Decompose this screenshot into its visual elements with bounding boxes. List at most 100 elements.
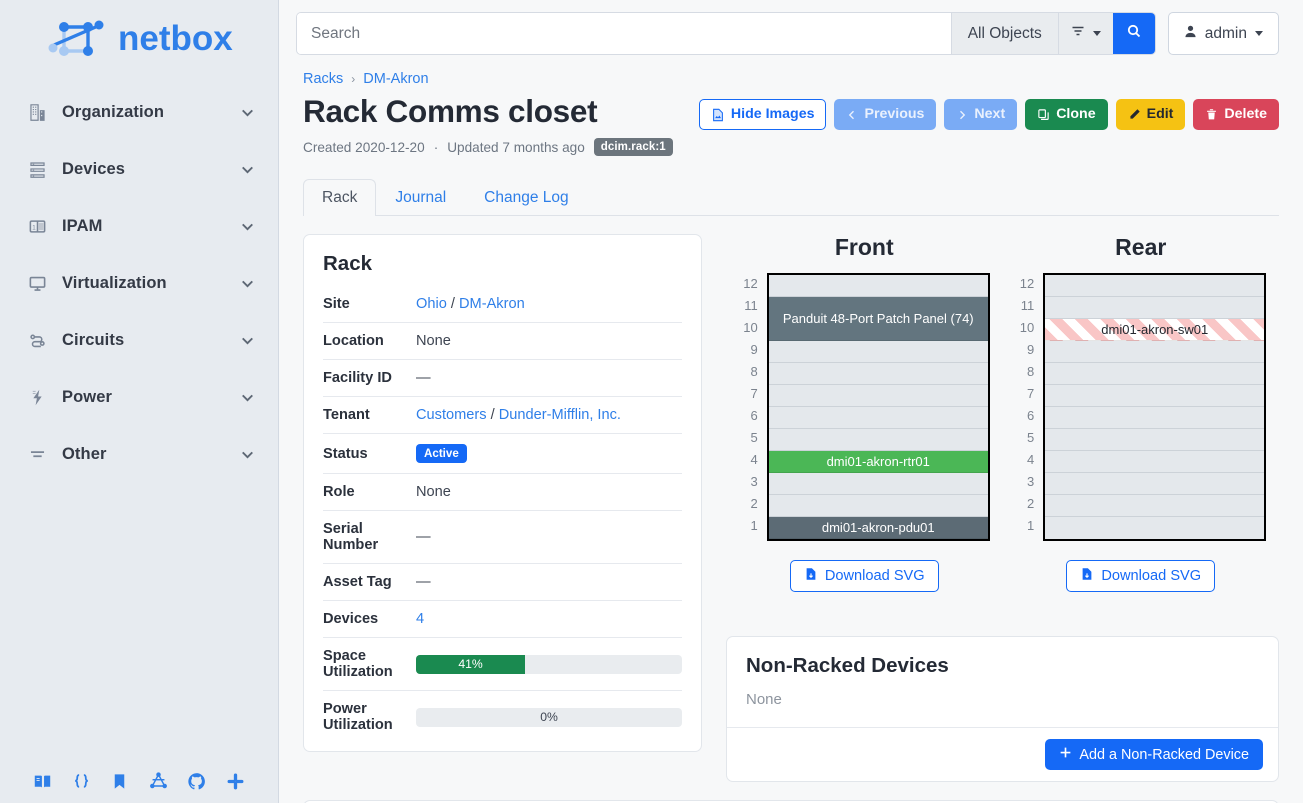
- sidebar: netbox Organization Devices: [0, 0, 279, 803]
- clone-button[interactable]: Clone: [1025, 99, 1108, 130]
- rack-empty-unit[interactable]: [768, 495, 988, 518]
- rack-empty-unit[interactable]: [1045, 363, 1265, 386]
- github-icon[interactable]: [187, 772, 206, 791]
- sidebar-item-devices[interactable]: Devices: [0, 141, 278, 198]
- tenant-link[interactable]: Dunder-Mifflin, Inc.: [498, 407, 621, 424]
- rack-empty-unit[interactable]: [1045, 385, 1265, 408]
- table-row: Serial Number —: [323, 510, 682, 564]
- content-area: Rack Site Ohio / DM-Akron: [279, 216, 1303, 783]
- rack-empty-unit[interactable]: [1045, 407, 1265, 430]
- rack-empty-unit[interactable]: [1045, 473, 1265, 496]
- netbox-logo[interactable]: netbox: [0, 0, 278, 70]
- search-submit-button[interactable]: [1112, 13, 1155, 54]
- status-badge: Active: [416, 444, 467, 464]
- rack-empty-unit[interactable]: [768, 385, 988, 408]
- rack-empty-unit[interactable]: [1045, 341, 1265, 364]
- chevron-down-icon[interactable]: [239, 275, 256, 292]
- chevron-down-icon[interactable]: [239, 218, 256, 235]
- sidebar-item-label: Devices: [62, 160, 126, 178]
- sidebar-item-other[interactable]: Other: [0, 426, 278, 483]
- bookmark-icon[interactable]: [110, 772, 129, 791]
- download-svg-front-button[interactable]: Download SVG: [789, 560, 939, 593]
- unit-label: 10: [743, 320, 758, 336]
- user-menu-button[interactable]: admin: [1167, 12, 1279, 55]
- rack-empty-unit[interactable]: [1045, 451, 1265, 474]
- rack-empty-unit[interactable]: [1045, 495, 1265, 518]
- search-filter-dropdown[interactable]: [1057, 13, 1113, 54]
- row-value: 41%: [416, 637, 682, 691]
- sidebar-item-virtualization[interactable]: Virtualization: [0, 255, 278, 312]
- edit-button[interactable]: Edit: [1115, 99, 1186, 130]
- lightning-bolt-icon: [26, 387, 48, 409]
- next-label: Next: [974, 106, 1006, 123]
- row-value: Ohio / DM-Akron: [416, 286, 682, 323]
- table-row: Power Utilization 0%: [323, 690, 682, 744]
- chevron-down-icon[interactable]: [239, 389, 256, 406]
- rack-empty-unit[interactable]: [1045, 297, 1265, 320]
- unit-label: 2: [750, 496, 758, 512]
- rack-empty-unit[interactable]: [768, 275, 988, 298]
- table-row: Role None: [323, 473, 682, 511]
- chevron-down-icon[interactable]: [239, 104, 256, 121]
- graphql-icon[interactable]: [149, 771, 168, 791]
- rack-device[interactable]: dmi01-akron-pdu01: [768, 517, 988, 540]
- book-icon[interactable]: [33, 772, 52, 791]
- rack-empty-unit[interactable]: [1045, 517, 1265, 540]
- rack-empty-unit[interactable]: [768, 429, 988, 452]
- row-label: Space Utilization: [323, 637, 416, 691]
- page-actions: Hide Images Previous Next: [698, 93, 1279, 130]
- row-value: 0%: [416, 690, 682, 744]
- site-link[interactable]: DM-Akron: [459, 296, 525, 313]
- building-icon: [26, 102, 48, 124]
- sidebar-item-power[interactable]: Power: [0, 369, 278, 426]
- slack-icon[interactable]: [226, 772, 245, 791]
- unit-label: 11: [1020, 298, 1035, 314]
- row-value: 4: [416, 600, 682, 638]
- rack-empty-unit[interactable]: [1045, 275, 1265, 298]
- rack-empty-unit[interactable]: [1045, 429, 1265, 452]
- chevron-down-icon[interactable]: [239, 161, 256, 178]
- unit-label: 7: [750, 386, 758, 402]
- rack-device[interactable]: dmi01-akron-rtr01: [768, 451, 988, 474]
- next-button[interactable]: Next: [944, 99, 1018, 130]
- value-separator: /: [450, 296, 455, 313]
- download-svg-rear-button[interactable]: Download SVG: [1066, 560, 1216, 593]
- rack-empty-unit[interactable]: [768, 407, 988, 430]
- edit-label: Edit: [1146, 106, 1174, 123]
- sidebar-item-organization[interactable]: Organization: [0, 84, 278, 141]
- sidebar-item-circuits[interactable]: Circuits: [0, 312, 278, 369]
- add-non-racked-device-button[interactable]: Add a Non-Racked Device: [1045, 739, 1263, 771]
- rack-empty-unit[interactable]: [768, 341, 988, 364]
- sidebar-item-ipam[interactable]: 1 IPAM: [0, 198, 278, 255]
- previous-button[interactable]: Previous: [834, 99, 937, 130]
- user-name: admin: [1204, 24, 1247, 42]
- search-input[interactable]: [297, 13, 951, 54]
- object-scope-select[interactable]: All Objects: [950, 13, 1058, 54]
- hide-images-button[interactable]: Hide Images: [698, 99, 827, 130]
- rack-device[interactable]: Panduit 48-Port Patch Panel (74): [768, 297, 988, 342]
- breadcrumb-item-racks[interactable]: Racks: [303, 71, 344, 87]
- tab-change-log[interactable]: Change Log: [484, 189, 569, 207]
- site-region-link[interactable]: Ohio: [416, 296, 447, 313]
- rack-empty-unit[interactable]: [768, 473, 988, 496]
- sidebar-item-label: Virtualization: [62, 274, 167, 292]
- tenant-group-link[interactable]: Customers: [416, 407, 487, 424]
- meta-separator: ·: [433, 139, 439, 155]
- breadcrumb-item-dm-akron[interactable]: DM-Akron: [363, 71, 429, 87]
- table-row: Devices 4: [323, 600, 682, 638]
- right-column: Front 12 11 10 9 8 7 6 5 4 3 2 1 Panduit 48-Port Pa…: [726, 234, 1279, 783]
- tab-rack[interactable]: Rack: [303, 179, 377, 217]
- row-label: Status: [323, 433, 416, 474]
- rack-empty-unit[interactable]: [768, 363, 988, 386]
- rack-device[interactable]: dmi01-akron-sw01: [1045, 319, 1265, 342]
- delete-button[interactable]: Delete: [1193, 99, 1279, 130]
- main-content: All Objects: [279, 0, 1303, 803]
- chevron-down-icon[interactable]: [239, 332, 256, 349]
- row-label: Role: [323, 473, 416, 511]
- braces-api-icon[interactable]: [72, 772, 91, 791]
- tab-journal[interactable]: Journal: [395, 189, 447, 207]
- row-label: Facility ID: [323, 359, 416, 397]
- devices-count-link[interactable]: 4: [416, 611, 425, 628]
- row-value: —: [416, 359, 682, 397]
- chevron-down-icon[interactable]: [239, 446, 256, 463]
